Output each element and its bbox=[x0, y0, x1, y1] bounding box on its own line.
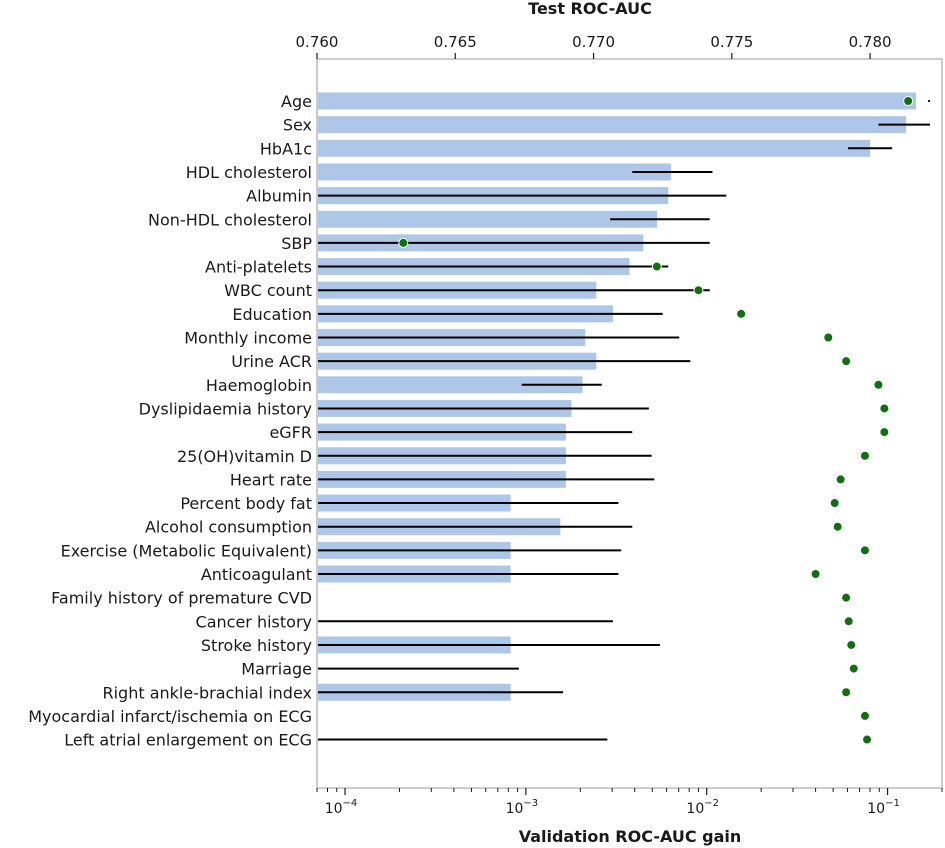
gain-dot-23 bbox=[846, 639, 857, 650]
gain-dot-6 bbox=[398, 237, 409, 248]
feature-label-19: Exercise (Metabolic Equivalent) bbox=[61, 541, 312, 560]
feature-label-26: Myocardial infarct/ischemia on ECG bbox=[28, 707, 312, 726]
top-tick-label-3: 0.775 bbox=[710, 33, 753, 51]
bar-2 bbox=[318, 139, 871, 157]
error-bars-layer bbox=[318, 100, 930, 741]
gain-dot-8 bbox=[693, 285, 704, 296]
feature-label-25: Right ankle-brachial index bbox=[102, 683, 312, 702]
feature-label-3: HDL cholesterol bbox=[186, 163, 312, 182]
feature-label-9: Education bbox=[232, 305, 312, 324]
feature-label-2: HbA1c bbox=[260, 139, 312, 158]
feature-label-14: eGFR bbox=[269, 423, 312, 442]
feature-label-10: Monthly income bbox=[184, 329, 312, 348]
feature-label-24: Marriage bbox=[241, 660, 312, 679]
feature-label-4: Albumin bbox=[246, 187, 312, 206]
feature-label-5: Non-HDL cholesterol bbox=[148, 210, 312, 229]
gain-dot-9 bbox=[736, 308, 747, 319]
gain-dot-10 bbox=[823, 332, 834, 343]
feature-label-22: Cancer history bbox=[196, 612, 312, 631]
gain-dot-19 bbox=[859, 545, 870, 556]
gain-dot-20 bbox=[810, 569, 821, 579]
bottom-tick-label-3: 10−1 bbox=[867, 798, 900, 817]
gain-dot-24 bbox=[848, 663, 859, 674]
feature-label-8: WBC count bbox=[224, 281, 312, 300]
feature-label-27: Left atrial enlargement on ECG bbox=[64, 731, 312, 750]
feature-label-6: SBP bbox=[281, 234, 312, 253]
top-tick-label-0: 0.760 bbox=[296, 33, 339, 51]
top-tick-label-4: 0.780 bbox=[849, 33, 892, 51]
gain-dot-11 bbox=[841, 356, 852, 367]
bottom-tick-label-1: 10−3 bbox=[506, 798, 539, 817]
gain-dot-26 bbox=[859, 710, 870, 721]
gain-dot-17 bbox=[829, 498, 840, 509]
gain-dot-22 bbox=[843, 616, 854, 627]
gain-dot-12 bbox=[873, 379, 884, 390]
bottom-tick-label-0: 10−4 bbox=[325, 798, 358, 817]
gain-dot-21 bbox=[841, 592, 852, 603]
feature-label-7: Anti-platelets bbox=[205, 258, 312, 277]
gain-dot-16 bbox=[835, 474, 846, 485]
feature-label-20: Anticoagulant bbox=[201, 565, 312, 584]
feature-label-21: Family history of premature CVD bbox=[51, 589, 312, 608]
bottom-axis-ticks: 10−4 10−3 10−2 10−1 bbox=[316, 788, 943, 817]
gain-dot-7 bbox=[651, 261, 662, 272]
gain-dot-25 bbox=[841, 687, 852, 698]
feature-label-16: Heart rate bbox=[230, 470, 312, 489]
bar-3 bbox=[318, 163, 671, 181]
feature-labels-layer: Age Sex HbA1c HDL cholesterol Albumin Non-HDL… bbox=[28, 92, 312, 750]
feature-label-23: Stroke history bbox=[201, 636, 312, 655]
top-axis-title: Test ROC-AUC bbox=[528, 0, 652, 18]
feature-label-0: Age bbox=[281, 92, 312, 111]
feature-label-13: Dyslipidaemia history bbox=[139, 399, 312, 418]
gain-dot-0 bbox=[903, 96, 914, 106]
bar-5 bbox=[318, 210, 658, 228]
feature-label-11: Urine ACR bbox=[231, 352, 312, 371]
gain-dot-18 bbox=[832, 521, 843, 532]
plot-frame bbox=[316, 58, 943, 789]
gain-dot-27 bbox=[862, 734, 873, 745]
bottom-tick-label-2: 10−2 bbox=[686, 798, 719, 817]
gain-dot-13 bbox=[879, 403, 890, 414]
top-tick-label-1: 0.765 bbox=[434, 33, 477, 51]
feature-label-15: 25(OH)vitamin D bbox=[177, 447, 312, 466]
bottom-axis-title: Validation ROC-AUC gain bbox=[519, 827, 742, 846]
feature-label-12: Haemoglobin bbox=[206, 376, 312, 395]
feature-label-18: Alcohol consumption bbox=[145, 518, 312, 537]
bars-layer bbox=[318, 92, 916, 701]
bar-1 bbox=[318, 116, 907, 134]
gain-dot-15 bbox=[859, 450, 870, 461]
gain-dots-layer bbox=[398, 96, 914, 745]
top-tick-label-2: 0.770 bbox=[572, 33, 615, 51]
feature-label-1: Sex bbox=[283, 116, 312, 135]
feature-label-17: Percent body fat bbox=[180, 494, 312, 513]
bar-0 bbox=[318, 92, 916, 110]
top-axis-ticks: 0.760 0.765 0.770 0.775 0.780 bbox=[296, 33, 892, 59]
bar-12 bbox=[318, 376, 583, 394]
gain-dot-14 bbox=[879, 427, 890, 438]
